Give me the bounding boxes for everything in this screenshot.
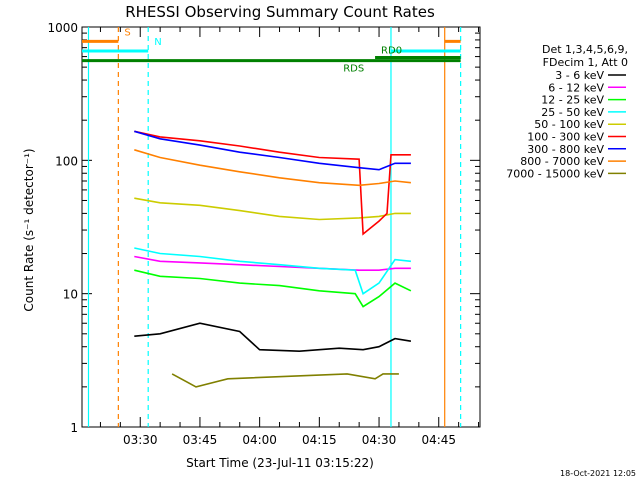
series-line-3 bbox=[134, 269, 412, 308]
legend-label: 6 - 12 keV bbox=[548, 81, 604, 94]
legend: Det 1,3,4,5,6,9, FDecim 1, Att 0 3 - 6 k… bbox=[506, 43, 628, 180]
series-line-6 bbox=[134, 130, 411, 236]
series-line-4 bbox=[134, 247, 411, 295]
plot-area: 1 10 100 1000 03:30 03:45 04:00 04:15 04:30 04:45… bbox=[47, 21, 481, 447]
series-line-9 bbox=[171, 373, 399, 388]
series-line-2 bbox=[134, 255, 411, 272]
y-tick-label: 1000 bbox=[47, 21, 78, 35]
y-axis-label: Count Rate (s⁻¹ detector⁻¹) bbox=[22, 148, 36, 311]
y-tick-label: 1 bbox=[70, 421, 78, 435]
x-tick-label: 04:15 bbox=[302, 433, 337, 447]
legend-label: 25 - 50 keV bbox=[541, 106, 604, 119]
flag-label-n: N bbox=[154, 37, 161, 48]
legend-detector-line-1: Det 1,3,4,5,6,9, bbox=[542, 43, 628, 56]
legend-label: 800 - 7000 keV bbox=[520, 155, 604, 168]
series-line-7 bbox=[134, 130, 411, 171]
series-line-8 bbox=[134, 149, 411, 187]
series-line-1 bbox=[134, 322, 412, 353]
legend-label: 50 - 100 keV bbox=[534, 118, 604, 131]
x-tick-label: 03:45 bbox=[183, 433, 218, 447]
legend-label: 12 - 25 keV bbox=[541, 94, 604, 107]
x-tick-label: 03:30 bbox=[123, 433, 158, 447]
x-tick-label: 04:45 bbox=[421, 433, 456, 447]
legend-label: 3 - 6 keV bbox=[555, 69, 604, 82]
footer-timestamp: 18-Oct-2021 12:05 bbox=[560, 469, 636, 478]
series-line-5 bbox=[134, 197, 411, 221]
y-tick-label: 100 bbox=[55, 154, 78, 168]
flag-label-rd0: RD0 bbox=[381, 46, 402, 57]
legend-label: 7000 - 15000 keV bbox=[506, 167, 604, 180]
x-tick-label: 04:00 bbox=[242, 433, 277, 447]
flag-label-s: S bbox=[124, 27, 130, 38]
y-tick-label: 10 bbox=[63, 288, 78, 302]
legend-label: 300 - 800 keV bbox=[527, 143, 604, 156]
chart-title: RHESSI Observing Summary Count Rates bbox=[125, 3, 435, 21]
flag-label-rds: RDS bbox=[343, 64, 364, 75]
plot-frame bbox=[81, 26, 481, 428]
x-axis-label: Start Time (23-Jul-11 03:15:22) bbox=[186, 456, 374, 470]
legend-label: 100 - 300 keV bbox=[527, 131, 604, 144]
legend-detector-line-2: FDecim 1, Att 0 bbox=[543, 56, 628, 69]
x-tick-label: 04:30 bbox=[362, 433, 397, 447]
